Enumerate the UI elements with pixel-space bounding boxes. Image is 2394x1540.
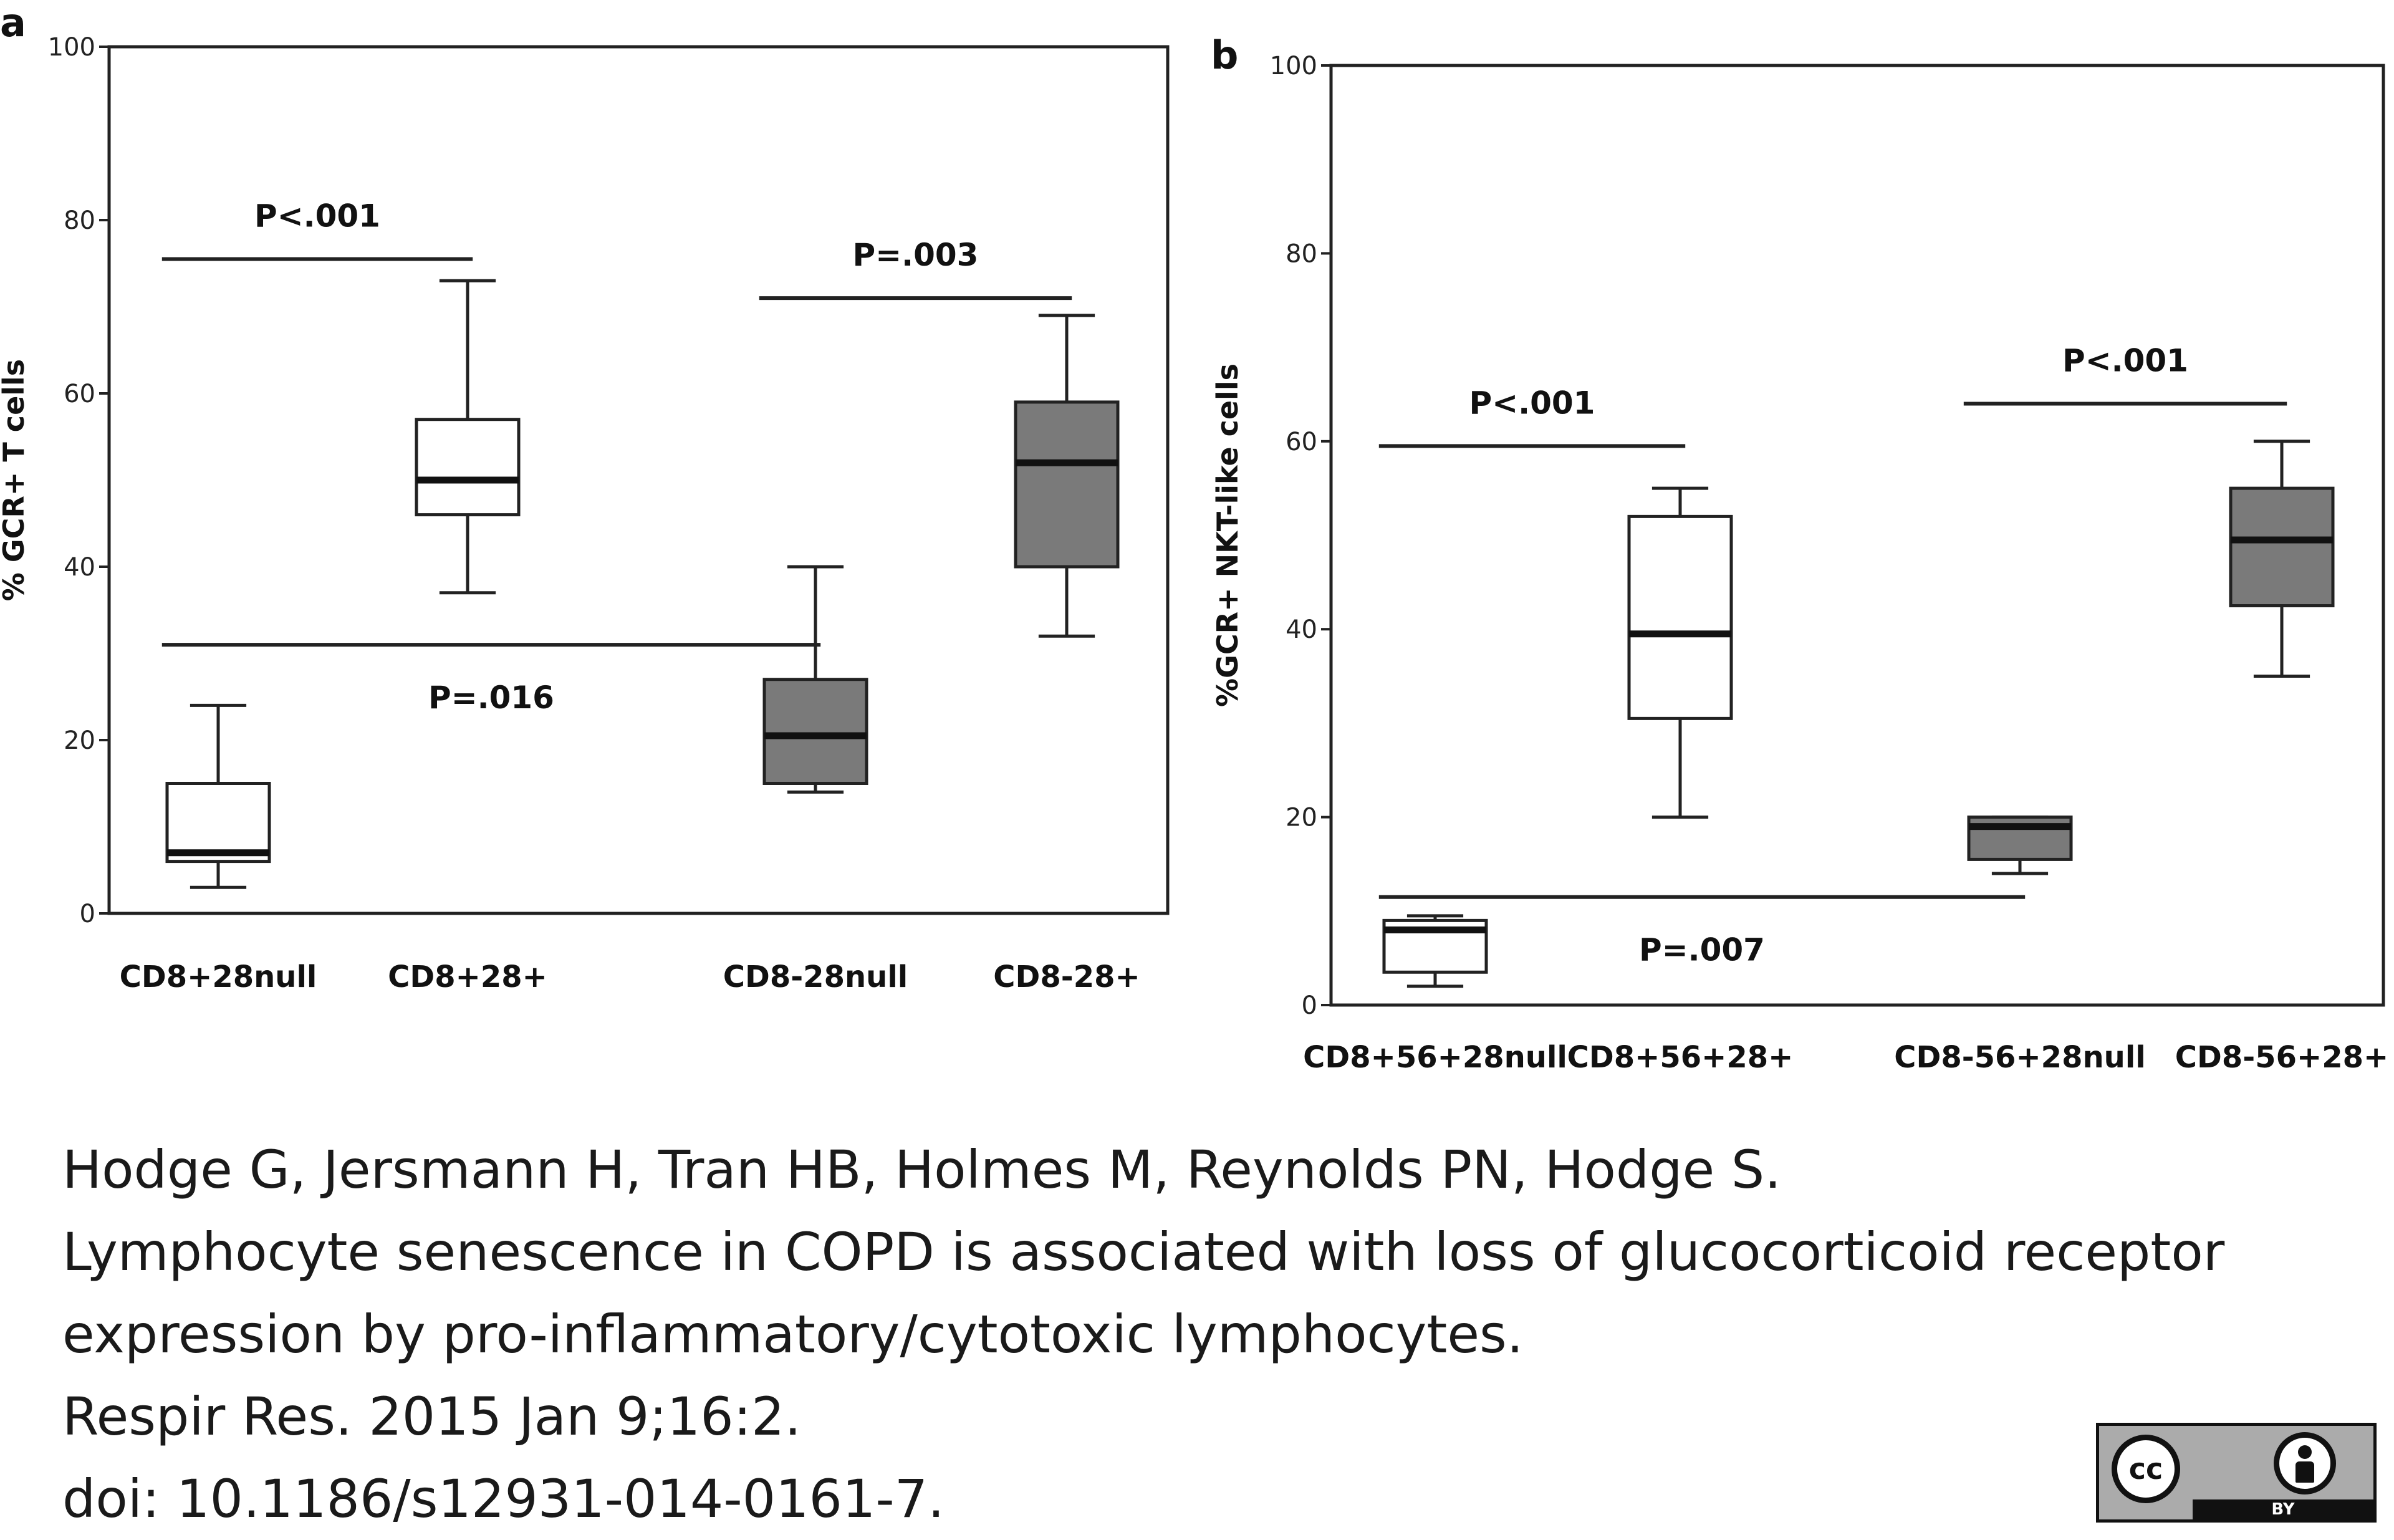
box-CD8+56+28null: [1382, 914, 1488, 988]
attribution-person-icon: [2274, 1432, 2336, 1494]
cc-by-license-badge: cc BY: [2096, 1423, 2377, 1523]
citation-authors: Hodge G, Jersmann H, Tran HB, Holmes M, …: [62, 1139, 1781, 1200]
y-tick-label: 40: [64, 553, 95, 582]
y-tick-label: 100: [1270, 52, 1317, 80]
plot-frame: [107, 45, 1170, 915]
p-value-label: P=.007: [1639, 932, 1765, 968]
box-CD8+56+28+: [1627, 486, 1733, 819]
y-tick-label: 80: [64, 206, 95, 235]
plot-frame: [1329, 64, 2385, 1007]
box-iqr: [2229, 486, 2335, 608]
figure: a 0 20 40 60 80 100 % GCR+ T cells CD8+28null CD8…: [0, 0, 2388, 1075]
y-tick-label: 0: [1302, 991, 1317, 1020]
y-tick-label: 20: [1286, 804, 1317, 832]
y-tick-label: 100: [48, 33, 95, 62]
y-tick-label: 0: [80, 900, 95, 928]
p-value-label: P<.001: [1469, 385, 1595, 421]
p-value-label: P<.001: [254, 198, 380, 234]
p-value-label: P<.001: [2062, 343, 2188, 379]
y-tick-label: 40: [1286, 615, 1317, 644]
y-axis-label: %GCR+ NKT-like cells: [1211, 363, 1244, 707]
p-value-label: P=.016: [428, 680, 554, 716]
panel-letter: b: [1211, 32, 1238, 78]
x-category-label: CD8+28+: [388, 960, 547, 994]
box-iqr: [1627, 514, 1733, 720]
p-value-label: P=.003: [853, 237, 979, 273]
box-iqr: [1014, 400, 1120, 569]
box-iqr: [415, 418, 521, 517]
box-CD8-56+28null: [1967, 816, 2073, 875]
x-category-label: CD8-56+28null: [1894, 1040, 2145, 1075]
x-category-label: CD8-56+28+: [2175, 1040, 2388, 1075]
x-category-label: CD8+28null: [120, 960, 317, 994]
box-CD8-28+: [1014, 314, 1120, 638]
x-category-label: CD8+56+28null: [1303, 1040, 1567, 1075]
y-tick-label: 20: [64, 726, 95, 755]
x-category-label: CD8-28+: [993, 960, 1140, 994]
box-iqr: [165, 782, 271, 864]
cc-icon: cc: [2112, 1435, 2180, 1503]
citation-doi: doi: 10.1186/s12931-014-0161-7.: [62, 1468, 945, 1529]
panel-letter: a: [0, 0, 26, 46]
box-CD8-56+28+: [2229, 440, 2335, 678]
panel-a: a 0 20 40 60 80 100 % GCR+ T cells CD8+28null CD8…: [0, 0, 1170, 994]
x-category-label: CD8+56+28+: [1567, 1040, 1794, 1075]
y-tick-label: 80: [1286, 239, 1317, 268]
citation-journal: Respir Res. 2015 Jan 9;16:2.: [62, 1386, 802, 1447]
panel-b: b 0 20 40 60 80 100 %GCR+ NKT-like cells CD8+56+…: [1211, 32, 2388, 1075]
citation-title-line-2: expression by pro-inflammatory/cytotoxic…: [62, 1304, 1524, 1365]
citation: Hodge G, Jersmann H, Tran HB, Holmes M, …: [62, 1129, 2244, 1540]
y-axis-label: % GCR+ T cells: [0, 359, 31, 601]
y-tick-label: 60: [64, 380, 95, 408]
y-tick-label: 60: [1286, 428, 1317, 456]
box-CD8+28+: [415, 279, 521, 595]
citation-title-line-1: Lymphocyte senescence in COPD is associa…: [62, 1221, 2225, 1283]
box-CD8-28null: [762, 565, 868, 794]
x-category-label: CD8-28null: [723, 960, 908, 994]
by-label: BY: [2193, 1499, 2373, 1519]
box-CD8+28null: [165, 703, 271, 889]
box-iqr: [762, 678, 868, 785]
